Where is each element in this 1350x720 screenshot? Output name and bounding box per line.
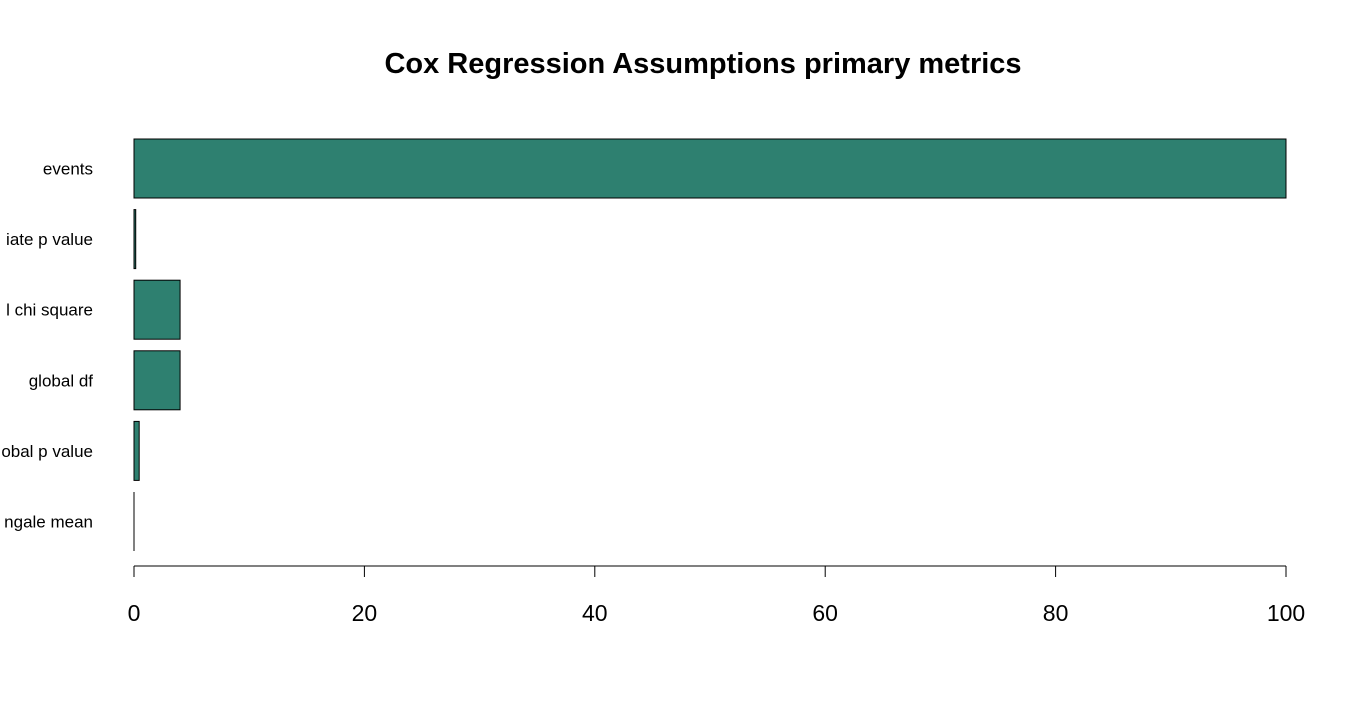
bar-global-p-value [133, 420, 140, 481]
chart-title: Cox Regression Assumptions primary metri… [384, 48, 1021, 80]
x-tick-label: 40 [582, 600, 608, 626]
category-labels: events iate p value l chi square global df o… [1, 160, 93, 532]
x-tick-label: 0 [128, 600, 141, 626]
bars-group [133, 138, 1287, 551]
bar-global-df [133, 350, 181, 411]
category-label: l chi square [6, 301, 93, 320]
category-label: ngale mean [4, 513, 93, 532]
category-label: obal p value [1, 442, 93, 461]
bar-global-chi-square [133, 279, 181, 340]
bar-univariate-p-value [133, 209, 137, 270]
bar-events [133, 138, 1287, 199]
x-axis: 0 20 40 60 80 100 [128, 565, 1305, 626]
category-label: events [43, 160, 93, 179]
x-tick-label: 100 [1267, 600, 1305, 626]
x-tick-label: 80 [1043, 600, 1069, 626]
x-tick-label: 20 [352, 600, 378, 626]
category-label: global df [29, 371, 94, 390]
x-tick-label: 60 [812, 600, 838, 626]
category-label: iate p value [6, 230, 93, 249]
